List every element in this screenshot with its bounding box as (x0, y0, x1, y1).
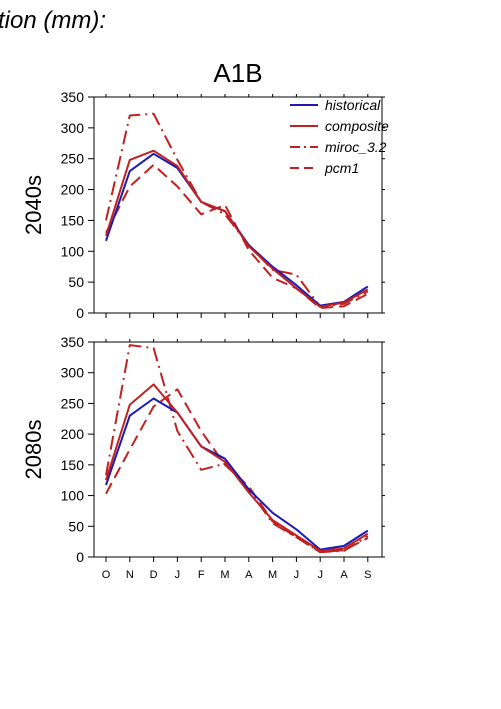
y-tick-label: 150 (61, 457, 85, 473)
legend-label-historical: historical (325, 97, 381, 113)
legend-label-miroc-3-2: miroc_3.2 (325, 139, 387, 155)
y-tick-label: 300 (61, 120, 85, 136)
x-tick-label: J (175, 569, 181, 581)
series-line-pcm1 (105, 163, 369, 310)
y-tick-label: 250 (61, 151, 85, 167)
series-line-historical (105, 397, 369, 551)
series-line-miroc-3-2 (105, 344, 369, 554)
x-tick-label: J (317, 569, 323, 581)
chart-legend: historical composite miroc_3.2 pcm1 (290, 97, 389, 176)
y-tick-label: 300 (61, 365, 85, 381)
y-tick-label: 100 (61, 488, 85, 504)
plot-frame (93, 341, 383, 558)
x-tick-label: A (340, 569, 348, 581)
y-tick-label: 350 (61, 89, 85, 105)
x-tick-label: O (102, 569, 111, 581)
chart-panel-2040s: 0 50 100 150 200 250 300 350 2040s (21, 89, 385, 321)
series-line-composite (105, 149, 369, 308)
y-tick-label: 350 (61, 334, 85, 350)
chart-panel-2080s: 0 50 100 150 200 250 300 350 O N D J F M A M J J A S 2080s (21, 334, 385, 581)
x-tick-label: N (126, 569, 134, 581)
plot-frame (93, 96, 383, 314)
x-tick-label: J (294, 569, 300, 581)
y-axis-label: 2080s (21, 420, 46, 480)
y-tick-label: 0 (76, 305, 84, 321)
legend-label-pcm1: pcm1 (324, 160, 359, 176)
y-tick-label: 200 (61, 426, 85, 442)
y-tick-label: 200 (61, 182, 85, 198)
series-line-composite (105, 383, 369, 552)
x-tick-label: M (220, 569, 229, 581)
y-tick-label: 50 (68, 274, 84, 290)
x-tick-label: F (198, 569, 205, 581)
series-line-pcm1 (105, 388, 369, 554)
y-tick-label: 50 (68, 518, 84, 534)
y-tick-label: 150 (61, 212, 85, 228)
y-tick-label: 100 (61, 243, 85, 259)
x-tick-label: S (364, 569, 371, 581)
legend-label-composite: composite (325, 118, 389, 134)
x-tick-label: A (245, 569, 253, 581)
y-axis-label: 2040s (21, 175, 46, 235)
y-tick-label: 250 (61, 395, 85, 411)
x-tick-label: M (268, 569, 277, 581)
chart-title: A1B (213, 58, 262, 88)
y-tick-label: 0 (76, 549, 84, 565)
page-title: tion (mm): (0, 7, 106, 34)
x-tick-label: D (150, 569, 158, 581)
